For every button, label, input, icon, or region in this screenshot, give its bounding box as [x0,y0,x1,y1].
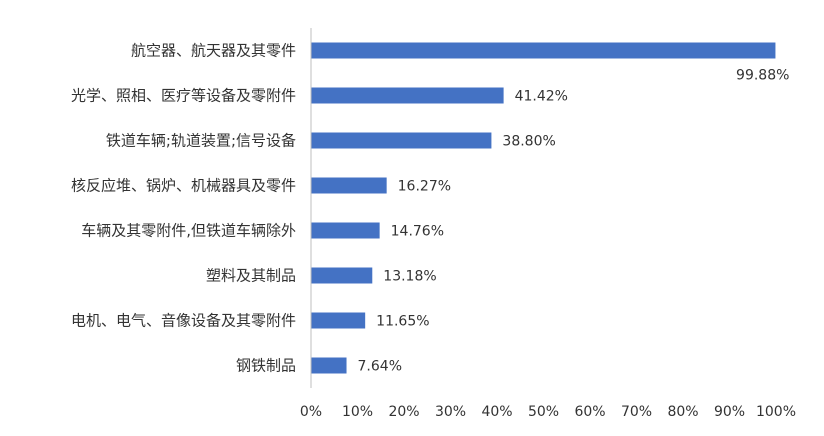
category-label: 核反应堆、锅炉、机械器具及零件 [71,177,296,195]
x-tick-label: 60% [574,404,605,420]
category-label: 光学、照相、医疗等设备及零附件 [71,87,296,105]
x-tick-label: 70% [621,404,652,420]
bar [311,87,504,104]
x-tick-label: 80% [667,404,698,420]
bars [311,42,776,374]
x-tick-label: 30% [435,404,466,420]
value-labels: 99.88% 41.42% 38.80% 16.27% 14.76% 13.18% 11.6… [358,68,790,375]
data-label: 14.76% [391,224,444,240]
x-tick-label: 0% [300,404,322,420]
x-axis-ticks: 0% 10% 20% 30% 40% 50% 60% 70% 80% 90% 100% [300,404,796,420]
bar [311,357,347,374]
category-label: 塑料及其制品 [206,267,296,285]
data-label: 7.64% [358,359,402,375]
bar [311,267,373,284]
bar [311,177,387,194]
category-label: 电机、电气、音像设备及其零附件 [71,312,296,330]
category-label: 车辆及其零附件,但铁道车辆除外 [81,222,296,240]
x-tick-label: 40% [481,404,512,420]
x-tick-label: 10% [342,404,373,420]
category-labels: 航空器、航天器及其零件光学、照相、医疗等设备及零附件铁道车辆;轨道装置;信号设备… [71,42,296,375]
category-label: 铁道车辆;轨道装置;信号设备 [106,132,296,150]
data-label: 41.42% [515,89,568,105]
bar [311,222,380,239]
data-label: 99.88% [736,68,789,84]
data-label: 11.65% [376,314,429,330]
data-label: 16.27% [398,179,451,195]
x-tick-label: 90% [714,404,745,420]
category-label: 航空器、航天器及其零件 [131,42,296,60]
data-label: 38.80% [502,134,555,150]
x-tick-label: 100% [756,404,796,420]
bar [311,42,776,59]
bar [311,132,492,149]
category-label: 钢铁制品 [236,357,296,375]
bar [311,312,366,329]
x-tick-label: 50% [528,404,559,420]
data-label: 13.18% [383,269,436,285]
x-tick-label: 20% [388,404,419,420]
